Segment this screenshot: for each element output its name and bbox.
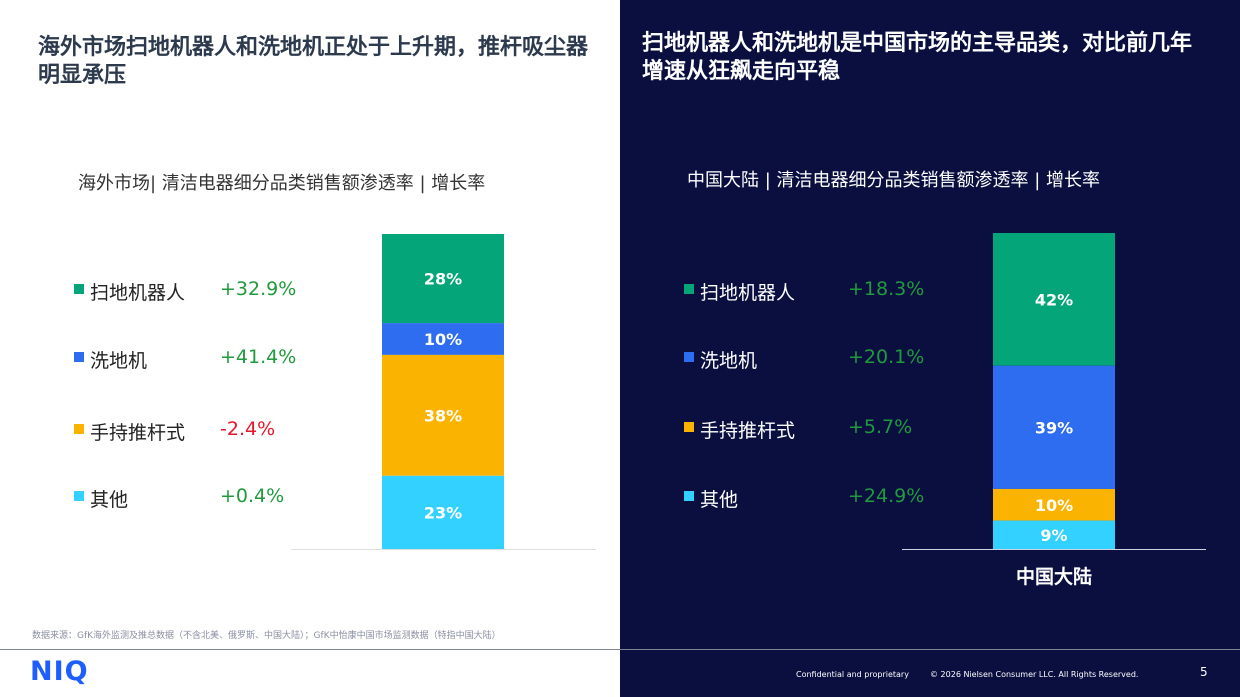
legend-name: 扫地机器人 <box>90 282 186 304</box>
data-label-4: 23% <box>424 503 462 522</box>
bar-segment-4 <box>382 475 504 549</box>
right-stacked-bar-chart: 42% 39% 10% 9% 中国大陆 <box>902 233 1206 588</box>
page-number: 5 <box>1200 665 1208 679</box>
legend-name: 手持推杆式 <box>90 422 186 444</box>
legend-swatch <box>74 352 84 362</box>
bar-segment-3 <box>382 354 504 476</box>
legend-name: 其他 <box>90 489 129 511</box>
copyright-label: © 2026 Nielsen Consumer LLC. All Rights … <box>930 670 1139 679</box>
niq-logo: NIQ <box>30 656 89 687</box>
confidential-label: Confidential and proprietary <box>796 670 909 679</box>
growth-rate: +32.9% <box>220 278 297 300</box>
legend-swatch <box>74 284 84 294</box>
source-footnote: 数据来源：GfK海外监测及推总数据（不含北美、俄罗斯、中国大陆）；GfK中怡康中… <box>32 631 501 641</box>
left-stacked-bar-chart: 28% 10% 38% 23% <box>291 234 596 550</box>
bar-segment-1 <box>382 234 504 324</box>
bar-segment-3 <box>993 488 1115 521</box>
legend-swatch <box>74 424 84 434</box>
legend-name: 其他 <box>700 489 739 511</box>
bar-segment-2 <box>993 365 1115 489</box>
legend-swatch <box>74 491 84 501</box>
left-panel: 海外市场扫地机器人和洗地机正处于上升期，推杆吸尘器明显承压 海外市场| 清洁电器… <box>32 35 596 641</box>
growth-rate: +18.3% <box>848 278 925 300</box>
data-label-2: 39% <box>1035 418 1073 437</box>
right-chart-title: 中国大陆 | 清洁电器细分品类销售额渗透率 | 增长率 <box>687 170 1101 191</box>
data-label-3: 38% <box>424 406 462 425</box>
data-label-4: 9% <box>1040 526 1067 545</box>
bar-segment-4 <box>993 520 1115 549</box>
right-panel: 扫地机器人和洗地机是中国市场的主导品类，对比前几年增速从狂飙走向平稳 中国大陆 … <box>620 0 1240 697</box>
left-chart-title: 海外市场| 清洁电器细分品类销售额渗透率 | 增长率 <box>78 173 486 194</box>
data-label-2: 10% <box>424 330 462 349</box>
growth-rate: +24.9% <box>848 485 925 507</box>
growth-rate: +20.1% <box>848 346 925 368</box>
growth-rate: -2.4% <box>220 418 276 440</box>
data-label-3: 10% <box>1035 496 1073 515</box>
category-label: 中国大陆 <box>1016 565 1092 588</box>
growth-rate: +41.4% <box>220 346 297 368</box>
left-headline: 海外市场扫地机器人和洗地机正处于上升期，推杆吸尘器明显承压 <box>38 35 589 88</box>
legend-name: 洗地机 <box>90 350 148 372</box>
bar-segment-2 <box>382 323 504 355</box>
footer-divider <box>0 649 1240 650</box>
legend-swatch <box>684 422 694 432</box>
legend-swatch <box>684 284 694 294</box>
data-label-1: 28% <box>424 270 462 289</box>
growth-rate: +0.4% <box>220 485 285 507</box>
bar-segment-1 <box>993 233 1115 366</box>
legend-name: 扫地机器人 <box>700 282 796 304</box>
legend-swatch <box>684 352 694 362</box>
legend-name: 洗地机 <box>700 350 758 372</box>
data-label-1: 42% <box>1035 290 1073 309</box>
legend-name: 手持推杆式 <box>700 420 796 442</box>
right-headline: 扫地机器人和洗地机是中国市场的主导品类，对比前几年增速从狂飙走向平稳 <box>642 31 1193 84</box>
legend-swatch <box>684 491 694 501</box>
growth-rate: +5.7% <box>848 416 913 438</box>
